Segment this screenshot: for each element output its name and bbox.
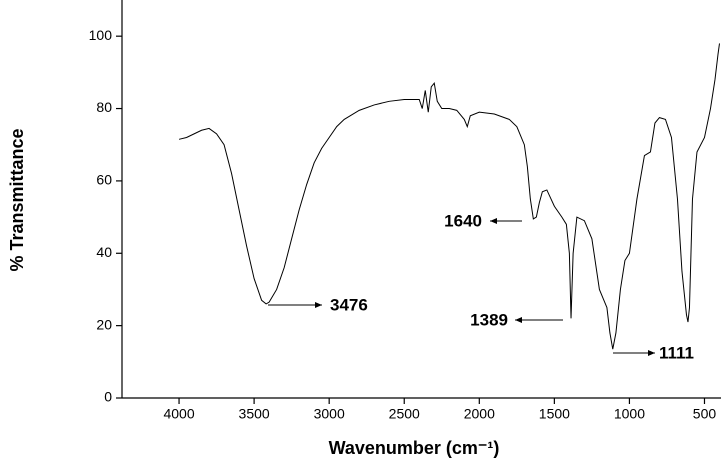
x-tick-label: 3000 (314, 406, 345, 422)
x-tick-label: 2500 (389, 406, 420, 422)
x-axis-label: Wavenumber (cm⁻¹) (329, 438, 500, 458)
annotation: 1640 (444, 211, 482, 230)
y-tick-label: 40 (96, 244, 112, 260)
annotation: 3476 (330, 295, 368, 314)
y-tick-label: 100 (89, 27, 113, 43)
y-tick-label: 0 (104, 389, 112, 405)
x-tick-label: 2000 (464, 406, 495, 422)
x-tick-label: 4000 (163, 406, 194, 422)
y-tick-label: 60 (96, 172, 112, 188)
y-axis-label: % Transmittance (7, 128, 27, 271)
spectrum-line (178, 43, 720, 350)
x-tick-label: 1000 (614, 406, 645, 422)
y-tick-label: 20 (96, 316, 112, 332)
annotation: 1111 (659, 343, 694, 362)
annotation: 1389 (470, 310, 508, 329)
x-tick-label: 500 (693, 406, 717, 422)
x-tick-label: 1500 (539, 406, 570, 422)
y-tick-label: 80 (96, 99, 112, 115)
x-tick-label: 3500 (239, 406, 270, 422)
